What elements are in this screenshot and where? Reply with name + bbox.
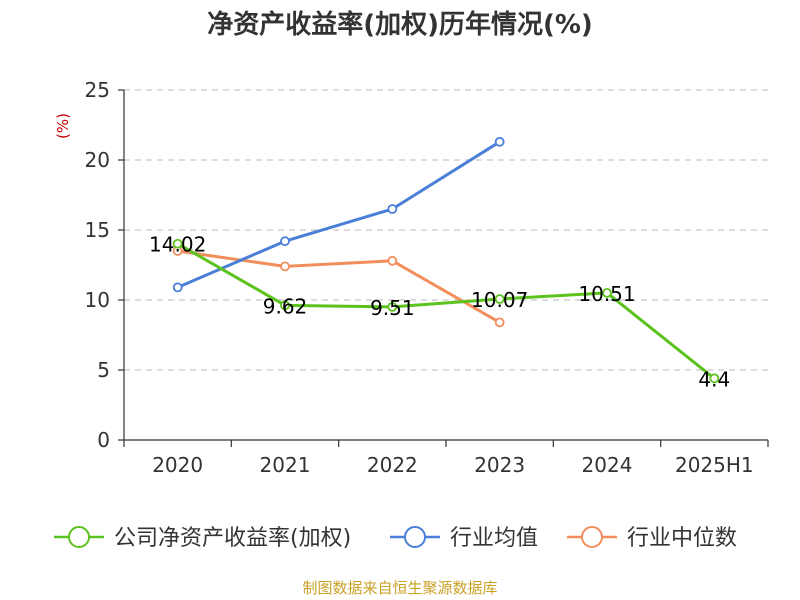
series-line [176, 242, 716, 380]
series-0 [172, 238, 720, 384]
data-point [280, 236, 290, 247]
data-label: 14.02 [149, 233, 206, 257]
x-tick-label: 2021 [260, 453, 311, 477]
legend-item: 公司净资产收益率(加权) [54, 526, 351, 551]
legend-swatch-marker [68, 526, 90, 548]
y-tick-label: 0 [97, 428, 110, 452]
legend-swatch-marker [404, 526, 426, 548]
data-point [494, 136, 505, 147]
y-tick-label: 25 [85, 78, 110, 102]
legend-label: 行业均值 [450, 526, 538, 551]
legend-item: 行业中位数 [567, 526, 737, 551]
grid-lines [124, 89, 768, 371]
data-point [602, 287, 612, 298]
x-tick-label: 2025H1 [675, 453, 754, 477]
x-tick-label: 2022 [367, 453, 418, 477]
x-tick-label: 2020 [152, 453, 203, 477]
y-axis-unit: (%) [54, 113, 72, 139]
data-point [387, 301, 398, 312]
x-tick-label: 2023 [474, 453, 525, 477]
y-tick-label: 15 [85, 218, 110, 242]
axes: 0 5 10 15 20 25 2020 2021 2022 2023 2024 2025H1 [85, 78, 769, 477]
data-point [709, 373, 720, 384]
legend-label: 行业中位数 [627, 526, 737, 551]
data-label: 10.51 [578, 282, 635, 306]
series-line [177, 249, 501, 324]
data-point [280, 261, 290, 272]
source-note: 制图数据来自恒生聚源数据库 [302, 579, 497, 597]
legend-swatch-marker [581, 526, 603, 548]
y-tick-label: 5 [97, 358, 110, 382]
data-point [280, 300, 290, 311]
series-2 [172, 246, 505, 328]
chart-title: 净资产收益率(加权)历年情况(%) [207, 9, 593, 40]
data-label: 4.4 [698, 367, 730, 391]
data-point [494, 317, 505, 328]
series-1 [172, 136, 505, 293]
series-lines [172, 136, 720, 384]
data-labels: 14.02 9.62 9.51 10.07 10.51 4.4 [149, 233, 730, 392]
y-tick-label: 10 [85, 288, 110, 312]
legend-label: 公司净资产收益率(加权) [114, 526, 351, 551]
legend: 公司净资产收益率(加权) 行业均值 行业中位数 [54, 526, 737, 551]
data-point [494, 294, 505, 304]
data-label: 9.51 [370, 296, 415, 320]
data-point [387, 204, 398, 214]
data-point [172, 238, 183, 249]
series-line [177, 140, 501, 289]
legend-item: 行业均值 [390, 526, 538, 551]
data-point [172, 282, 183, 293]
data-label: 9.62 [263, 294, 308, 318]
y-tick-label: 20 [85, 148, 110, 172]
data-label: 10.07 [471, 288, 528, 312]
data-point [387, 255, 398, 266]
x-tick-label: 2024 [582, 453, 633, 477]
